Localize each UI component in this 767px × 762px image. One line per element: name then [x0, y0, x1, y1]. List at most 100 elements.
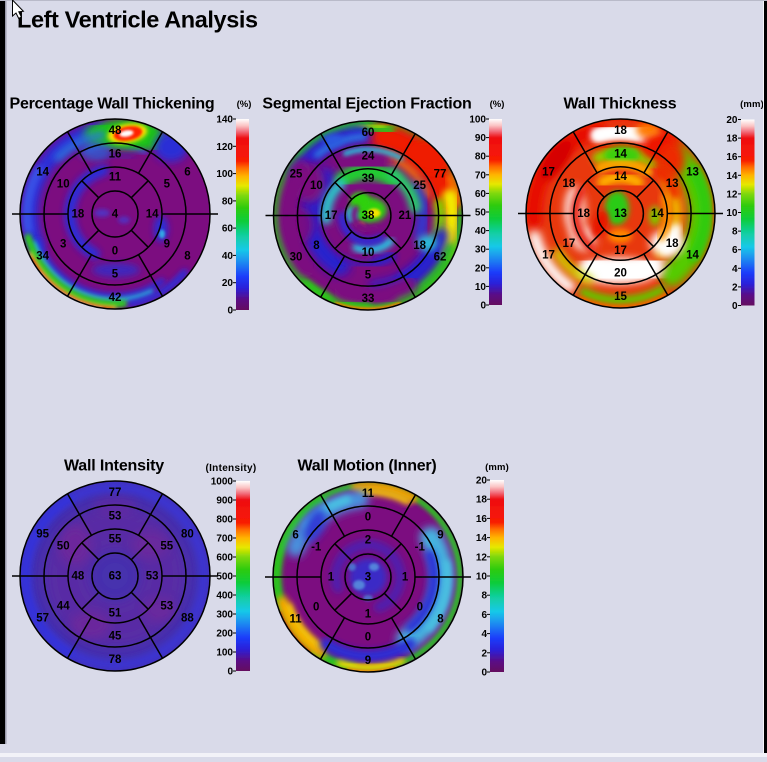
svg-text:18: 18: [563, 178, 576, 190]
svg-text:6: 6: [292, 530, 298, 542]
svg-text:300: 300: [216, 610, 233, 621]
svg-text:0: 0: [313, 601, 319, 613]
svg-text:10: 10: [726, 208, 738, 219]
svg-text:6: 6: [184, 167, 190, 179]
svg-text:10: 10: [310, 180, 323, 192]
svg-text:14: 14: [614, 171, 627, 183]
svg-text:(%): (%): [490, 99, 505, 110]
svg-text:-1: -1: [311, 542, 322, 554]
svg-text:700: 700: [216, 534, 233, 545]
svg-text:14: 14: [614, 149, 627, 161]
svg-text:100: 100: [216, 648, 233, 659]
svg-text:17: 17: [325, 210, 338, 222]
svg-text:16: 16: [476, 514, 488, 525]
svg-text:40: 40: [475, 226, 487, 237]
svg-text:30: 30: [475, 245, 487, 256]
svg-text:(mm): (mm): [485, 462, 509, 473]
svg-text:39: 39: [362, 173, 375, 185]
svg-text:77: 77: [434, 168, 447, 180]
svg-text:1: 1: [402, 572, 409, 584]
svg-text:1: 1: [365, 609, 372, 621]
svg-text:Left Ventricle Analysis: Left Ventricle Analysis: [17, 7, 258, 33]
svg-text:30: 30: [290, 252, 303, 264]
svg-text:6: 6: [481, 610, 487, 621]
svg-text:10: 10: [362, 247, 375, 259]
svg-text:20: 20: [222, 278, 234, 289]
svg-text:53: 53: [146, 571, 159, 583]
svg-text:0: 0: [417, 601, 423, 613]
svg-text:120: 120: [216, 142, 233, 153]
svg-text:14: 14: [146, 209, 159, 221]
svg-text:18: 18: [577, 208, 590, 220]
svg-text:14: 14: [36, 167, 49, 179]
svg-text:6: 6: [732, 245, 738, 256]
svg-text:8: 8: [313, 240, 320, 252]
svg-text:18: 18: [72, 209, 85, 221]
svg-text:40: 40: [222, 251, 234, 262]
svg-text:10: 10: [475, 282, 487, 293]
svg-text:800: 800: [216, 515, 233, 526]
svg-text:3: 3: [365, 572, 371, 584]
svg-text:25: 25: [413, 180, 426, 192]
svg-text:13: 13: [614, 208, 627, 220]
svg-text:20: 20: [476, 476, 488, 487]
svg-text:20: 20: [614, 268, 627, 280]
svg-text:18: 18: [476, 495, 488, 506]
svg-text:(%): (%): [237, 99, 252, 110]
svg-text:24: 24: [362, 151, 375, 163]
svg-text:50: 50: [57, 541, 70, 553]
svg-text:55: 55: [109, 534, 122, 546]
svg-text:70: 70: [475, 170, 487, 181]
svg-text:18: 18: [726, 134, 738, 145]
svg-text:88: 88: [181, 612, 194, 624]
svg-text:12: 12: [726, 189, 738, 200]
svg-text:Percentage Wall Thickening: Percentage Wall Thickening: [10, 96, 215, 113]
svg-text:18: 18: [413, 240, 426, 252]
svg-text:4: 4: [112, 209, 119, 221]
svg-text:53: 53: [109, 511, 122, 523]
svg-text:0: 0: [365, 512, 371, 524]
svg-text:3: 3: [60, 238, 66, 250]
svg-text:100: 100: [469, 115, 486, 126]
svg-text:48: 48: [109, 125, 122, 137]
svg-text:78: 78: [109, 654, 122, 666]
svg-text:11: 11: [290, 613, 303, 625]
svg-text:21: 21: [399, 210, 412, 222]
svg-text:17: 17: [542, 166, 555, 178]
svg-text:8: 8: [481, 591, 487, 602]
svg-text:10: 10: [476, 572, 488, 583]
svg-text:13: 13: [686, 166, 699, 178]
svg-text:1: 1: [328, 572, 335, 584]
svg-text:5: 5: [112, 268, 119, 280]
svg-text:80: 80: [475, 152, 487, 163]
svg-text:55: 55: [160, 541, 173, 553]
svg-text:90: 90: [475, 133, 487, 144]
svg-text:17: 17: [563, 238, 576, 250]
svg-text:4: 4: [481, 629, 487, 640]
svg-text:20: 20: [475, 263, 487, 274]
svg-text:77: 77: [109, 487, 122, 499]
svg-text:44: 44: [57, 600, 70, 612]
svg-text:900: 900: [216, 496, 233, 507]
svg-text:14: 14: [476, 533, 488, 544]
svg-text:80: 80: [222, 196, 234, 207]
svg-text:12: 12: [476, 552, 488, 563]
svg-text:1000: 1000: [211, 477, 234, 488]
svg-text:8: 8: [437, 613, 444, 625]
svg-text:0: 0: [112, 246, 118, 258]
svg-text:0: 0: [480, 301, 486, 312]
svg-text:2: 2: [481, 648, 487, 659]
svg-text:25: 25: [290, 168, 303, 180]
svg-text:0: 0: [227, 306, 233, 317]
svg-text:42: 42: [109, 292, 122, 304]
svg-text:60: 60: [362, 127, 375, 139]
svg-text:0: 0: [732, 301, 738, 312]
svg-text:9: 9: [164, 238, 170, 250]
svg-text:95: 95: [36, 529, 49, 541]
svg-text:4: 4: [732, 264, 738, 275]
svg-text:14: 14: [726, 171, 738, 182]
svg-text:9: 9: [437, 530, 443, 542]
svg-text:57: 57: [36, 612, 49, 624]
svg-text:10: 10: [57, 179, 70, 191]
svg-text:17: 17: [614, 245, 627, 257]
